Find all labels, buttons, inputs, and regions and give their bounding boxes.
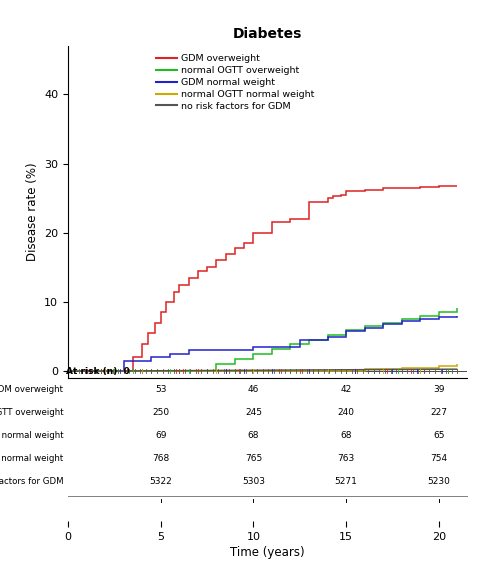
Text: 68: 68	[248, 431, 259, 440]
Text: 763: 763	[337, 454, 355, 463]
Text: 5303: 5303	[242, 477, 265, 486]
Text: GDM normal weight: GDM normal weight	[0, 431, 63, 440]
Legend: GDM overweight, normal OGTT overweight, GDM normal weight, normal OGTT normal we: GDM overweight, normal OGTT overweight, …	[153, 50, 318, 115]
Text: 42: 42	[341, 385, 352, 394]
Title: Diabetes: Diabetes	[233, 26, 302, 41]
Text: 240: 240	[338, 408, 355, 417]
Text: 68: 68	[340, 431, 352, 440]
Text: GDM overweight: GDM overweight	[0, 385, 63, 394]
Text: 5230: 5230	[427, 477, 450, 486]
Text: normal OGTT normal weight: normal OGTT normal weight	[0, 454, 63, 463]
Text: no risk factors for GDM: no risk factors for GDM	[0, 477, 63, 486]
Text: 754: 754	[430, 454, 447, 463]
Text: 46: 46	[248, 385, 259, 394]
Text: 765: 765	[245, 454, 262, 463]
Y-axis label: Disease rate (%): Disease rate (%)	[26, 163, 39, 261]
Text: 53: 53	[155, 385, 167, 394]
Text: 250: 250	[152, 408, 169, 417]
Text: 65: 65	[433, 431, 445, 440]
X-axis label: Time (years): Time (years)	[230, 546, 305, 559]
Text: 227: 227	[430, 408, 447, 417]
Text: 245: 245	[245, 408, 262, 417]
Text: 768: 768	[152, 454, 169, 463]
Text: 39: 39	[433, 385, 445, 394]
Text: 5322: 5322	[149, 477, 172, 486]
Text: 5271: 5271	[335, 477, 358, 486]
Text: normal OGTT overweight: normal OGTT overweight	[0, 408, 63, 417]
Text: 69: 69	[155, 431, 167, 440]
Text: At risk (n)  0: At risk (n) 0	[66, 367, 129, 376]
